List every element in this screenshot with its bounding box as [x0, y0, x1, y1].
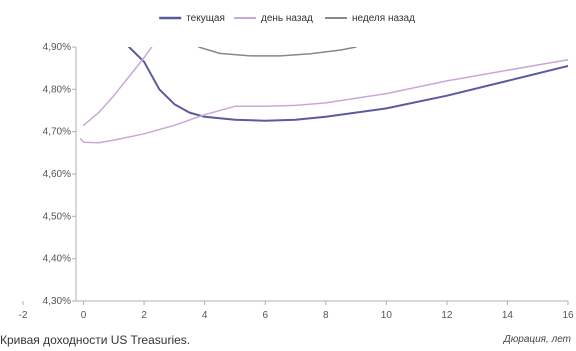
- y-tick-label: 4,80%: [43, 84, 71, 95]
- x-tick-label: 10: [381, 310, 393, 321]
- x-tick-label: 0: [81, 310, 87, 321]
- y-tick-label: 4,70%: [43, 127, 71, 138]
- series-line: [82, 47, 153, 127]
- y-tick-label: 4,30%: [43, 296, 71, 307]
- y-axis: 4,30% 4,40% 4,50% 4,60% 4,70% 4,80% 4,90%: [43, 42, 77, 307]
- legend-label: текущая: [186, 13, 225, 24]
- x-tick-label: 14: [502, 310, 514, 321]
- legend-label: день назад: [261, 13, 313, 24]
- y-tick-label: 4,50%: [43, 211, 71, 222]
- series-line: [197, 47, 357, 57]
- x-tick-label: 4: [202, 310, 208, 321]
- x-tick-label: 6: [262, 310, 268, 321]
- x-tick-label: 16: [562, 310, 574, 321]
- y-tick-label: 4,60%: [43, 169, 71, 180]
- legend: текущая день назад неделя назад: [159, 13, 415, 24]
- y-tick-label: 4,40%: [43, 254, 71, 265]
- legend-label: неделя назад: [352, 13, 415, 24]
- x-tick-label: 8: [323, 310, 329, 321]
- series-line: [79, 58, 568, 144]
- x-axis: -2 0 2 4 6 8 10 12 14 16: [19, 300, 574, 321]
- plot-area: [79, 47, 568, 144]
- y-tick-label: 4,90%: [43, 42, 71, 53]
- x-tick-label: 12: [441, 310, 453, 321]
- x-axis-title: Дюрация, лет: [503, 334, 571, 345]
- series-line: [128, 47, 568, 122]
- x-tick-label: 2: [141, 310, 147, 321]
- x-tick-label: -2: [19, 310, 28, 321]
- chart-caption: Кривая доходности US Treasuries.: [0, 333, 191, 347]
